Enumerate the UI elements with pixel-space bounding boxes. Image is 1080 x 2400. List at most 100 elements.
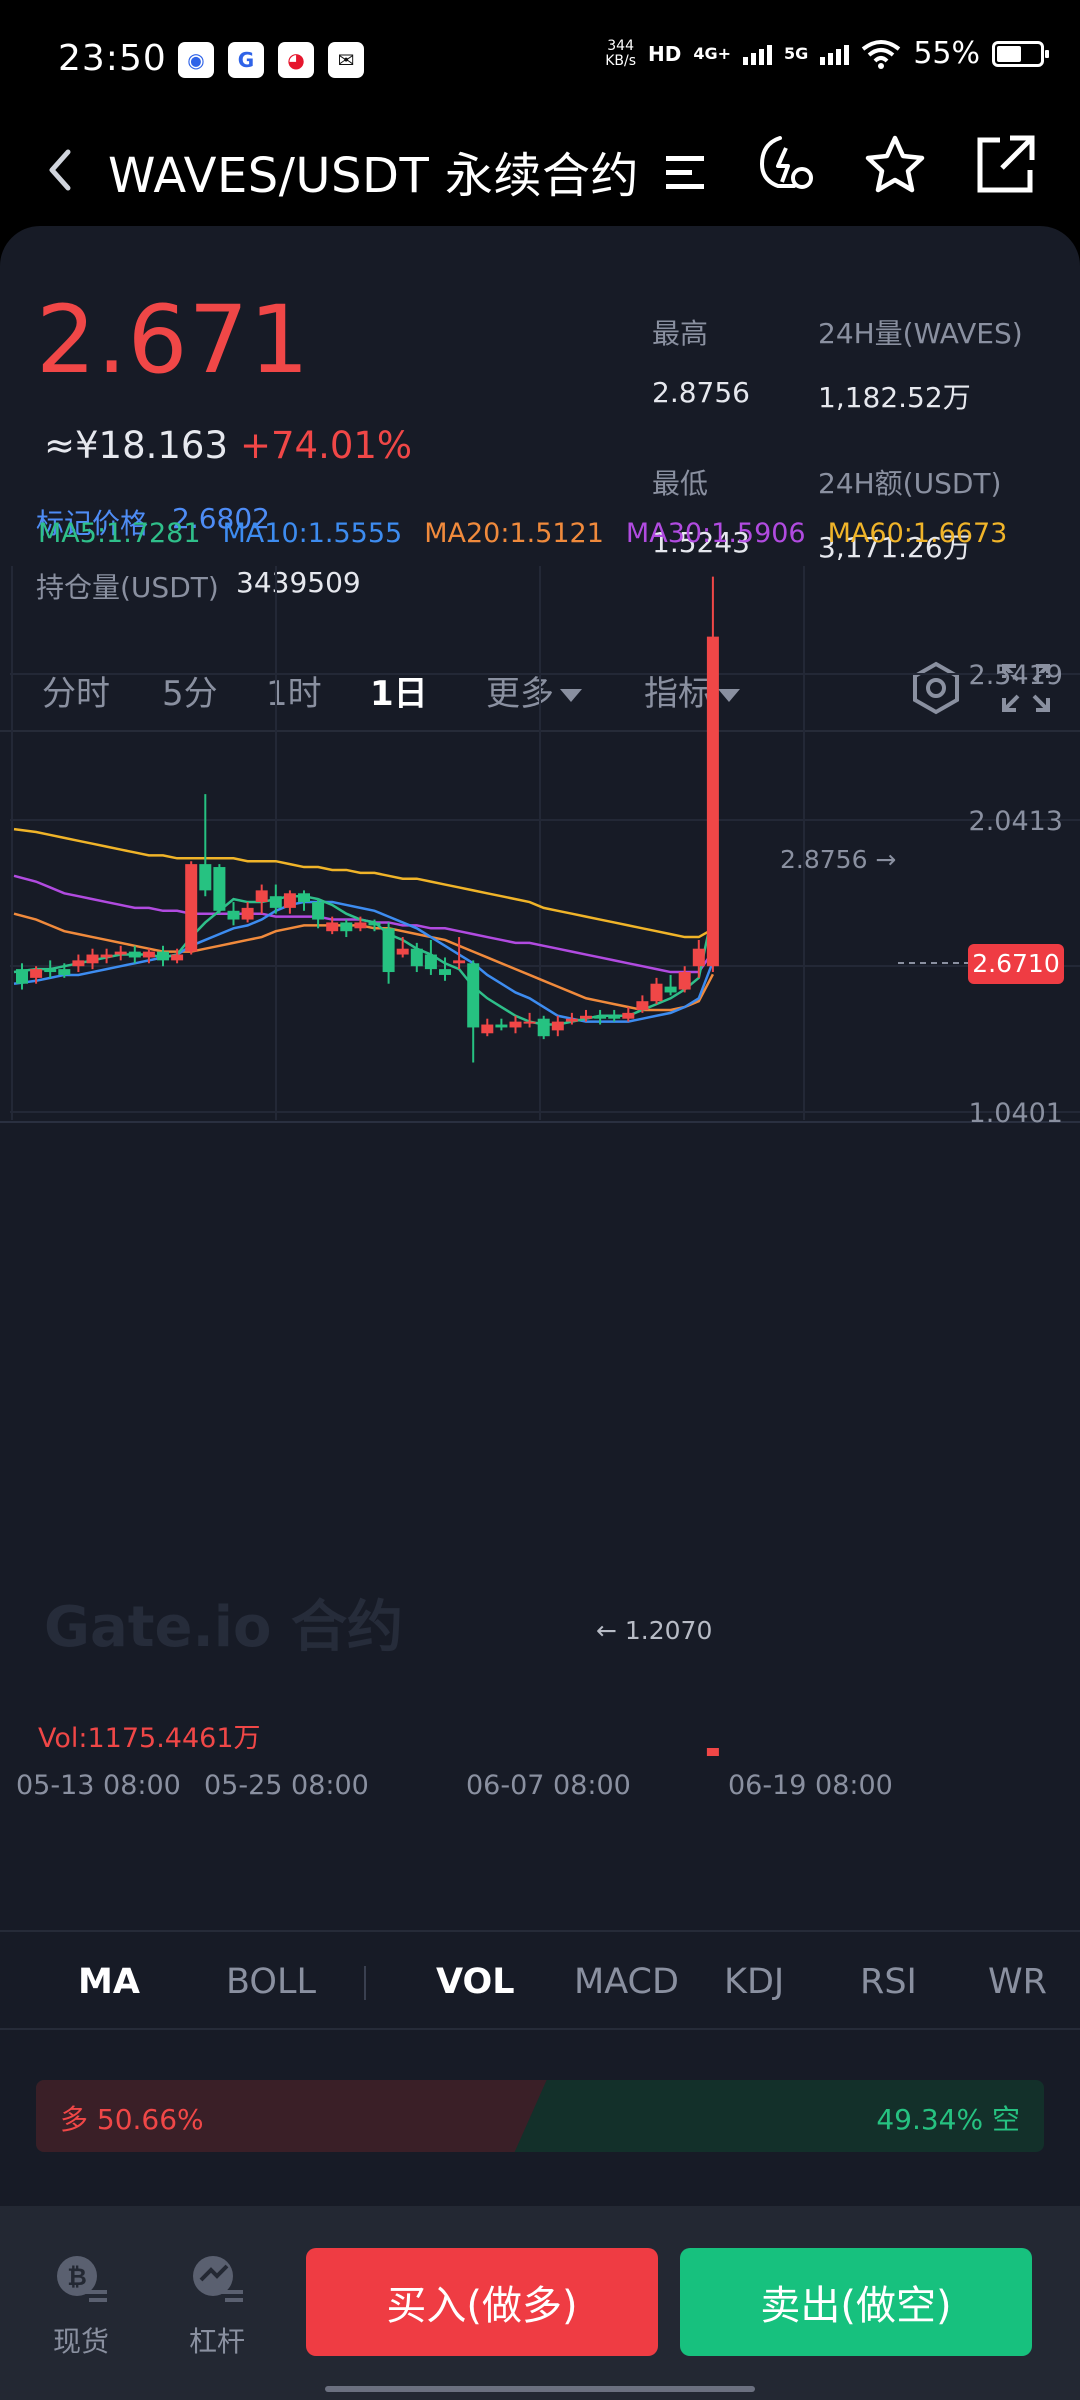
ma-legend: MA5:1.7281 MA10:1.5555 MA20:1.5121 MA30:… [38,518,1007,549]
open-interest-label: 持仓量(USDT) [36,571,219,604]
candle-body [199,864,212,891]
candle-body [255,890,268,903]
ma10-line [13,900,715,1023]
candle-body [509,1021,522,1028]
tab-macd[interactable]: MACD [574,1962,679,2002]
market-panel: 2.671 ≈¥18.163 +74.01% 标记价格 2.6802 持仓量(U… [0,226,1080,2206]
tab-wr[interactable]: WR [988,1962,1047,2002]
candle-body [523,1021,536,1024]
leverage-icon [193,2256,243,2302]
candle-body [580,1015,592,1019]
high-marker: 2.8756 → [780,845,896,874]
candle-body [622,1012,635,1019]
indicator-tabs: MA BOLL VOL MACD KDJ RSI WR [0,1930,1080,2030]
alert-icon[interactable] [750,130,820,200]
candle-body [142,951,155,958]
ma20-line [13,912,715,1012]
page-title[interactable]: WAVES/USDT 永续合约 [108,148,640,204]
candle-body [326,922,339,932]
volume-bars [706,1748,719,1756]
candle-body [283,893,296,908]
indicators-dropdown[interactable]: 指标 [644,666,740,715]
signal-4g-label: 4G+ [693,44,732,63]
candle-body [678,972,691,990]
candle-body [58,969,71,975]
battery-percent: 55% [913,36,980,71]
volume-chart: 05-13 08:00 05-25 08:00 06-07 08:00 06-19 0… [16,1770,893,1801]
long-ratio-label: 多 50.66% [60,2103,204,2136]
candle-body [213,867,226,911]
spot-button[interactable]: ₿ 现货 [36,2250,126,2360]
candle-body [664,986,677,993]
buy-long-button[interactable]: 买入(做多) [306,2248,658,2356]
candle-body [706,636,719,967]
amount-24h-label: 24H额(USDT) [818,467,1002,500]
x-tick-label: 06-07 08:00 [466,1770,631,1801]
y-tick-label: 2.0413 [969,806,1063,837]
candle-body [453,960,466,964]
ma20-label: MA20:1.5121 [424,518,604,549]
leverage-button[interactable]: 杠杆 [172,2250,262,2360]
high-value: 2.8756 [652,376,750,409]
status-app-icons: ◉ G ◕ ✉ [178,42,364,78]
ma5-label: MA5:1.7281 [38,518,201,549]
tab-rsi[interactable]: RSI [860,1962,917,2002]
current-price-tag-bg [968,944,1064,984]
y-tick-label: 2.5419 [969,660,1063,691]
network-speed: 344 KB/s [605,37,637,69]
menu-icon[interactable] [664,142,708,202]
chart-grid [0,566,1080,1123]
candle-body [44,969,57,973]
status-bar: 23:50 ◉ G ◕ ✉ 344 KB/s HD 4G+ 5G 55% [0,0,1080,120]
x-tick-label: 05-25 08:00 [204,1770,369,1801]
mark-price-label[interactable]: 标记价格 [36,507,149,540]
sell-short-button[interactable]: 卖出(做空) [680,2248,1032,2356]
weibo-app-icon: ◕ [278,42,314,78]
candle-body [467,963,480,1028]
chevron-down-icon [560,689,582,702]
candle-body [551,1021,564,1031]
tab-5min[interactable]: 5分 [162,674,218,714]
chart-settings-icon[interactable] [906,658,966,718]
candle-body [636,1001,649,1010]
star-icon[interactable] [860,130,930,200]
candle-body [650,983,663,1002]
chevron-down-icon [718,689,740,702]
tab-ma[interactable]: MA [78,1962,140,2002]
low-label: 最低 [652,467,709,500]
long-ratio-fill [36,2080,547,2152]
tab-boll[interactable]: BOLL [226,1962,316,2002]
more-dropdown[interactable]: 更多 [486,666,582,715]
x-tick-label: 05-13 08:00 [16,1770,181,1801]
long-short-ratio-bar: 多 50.66% 49.34% 空 [36,2080,1044,2152]
candle-body [495,1024,508,1028]
ma30-label: MA30:1.5906 [625,518,806,549]
candlestick-chart[interactable]: Gate.io 合约 3.04252.54192.04131.54071.040… [0,566,1080,1756]
bottom-trade-bar: ₿ 现货 杠杆 买入(做多) 卖出(做空) [0,2206,1080,2400]
candle-body [312,902,325,920]
tab-kdj[interactable]: KDJ [724,1962,785,2002]
ma60-line [13,827,714,939]
watermark-logo: Gate.io 合约 [44,1595,403,1660]
share-icon[interactable] [970,130,1040,200]
tab-vol[interactable]: VOL [436,1962,515,2002]
candle-body [227,910,240,920]
ma-lines [13,827,715,1026]
last-price: 2.671 [36,286,311,395]
candle-body [269,896,282,908]
candle-body [565,1018,578,1022]
volume-24h-value: 1,182.52万 [818,381,971,414]
current-price-tag: 2.6710 [972,949,1059,978]
ma10-label: MA10:1.5555 [222,518,403,549]
amount-24h-value: 3,171.26万 [818,531,971,564]
baidu-app-icon: ◉ [178,42,214,78]
price-change: +74.01% [240,424,413,467]
tab-1day[interactable]: 1日 [370,674,428,714]
hd-icon: HD [648,41,682,66]
home-indicator[interactable] [325,2386,755,2392]
back-arrow-icon[interactable] [34,140,84,200]
tab-timeline[interactable]: 分时 [42,674,110,714]
volume-label: Vol:1175.4461万 [38,1723,261,1754]
bitcoin-icon: ₿ [57,2256,107,2302]
